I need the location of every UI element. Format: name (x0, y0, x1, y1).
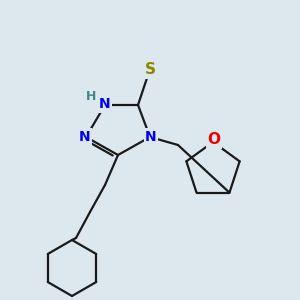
Text: O: O (208, 133, 220, 148)
Text: N: N (79, 130, 91, 144)
Text: N: N (145, 130, 157, 144)
Text: H: H (86, 91, 96, 103)
Text: S: S (145, 62, 155, 77)
Text: N: N (99, 97, 111, 111)
